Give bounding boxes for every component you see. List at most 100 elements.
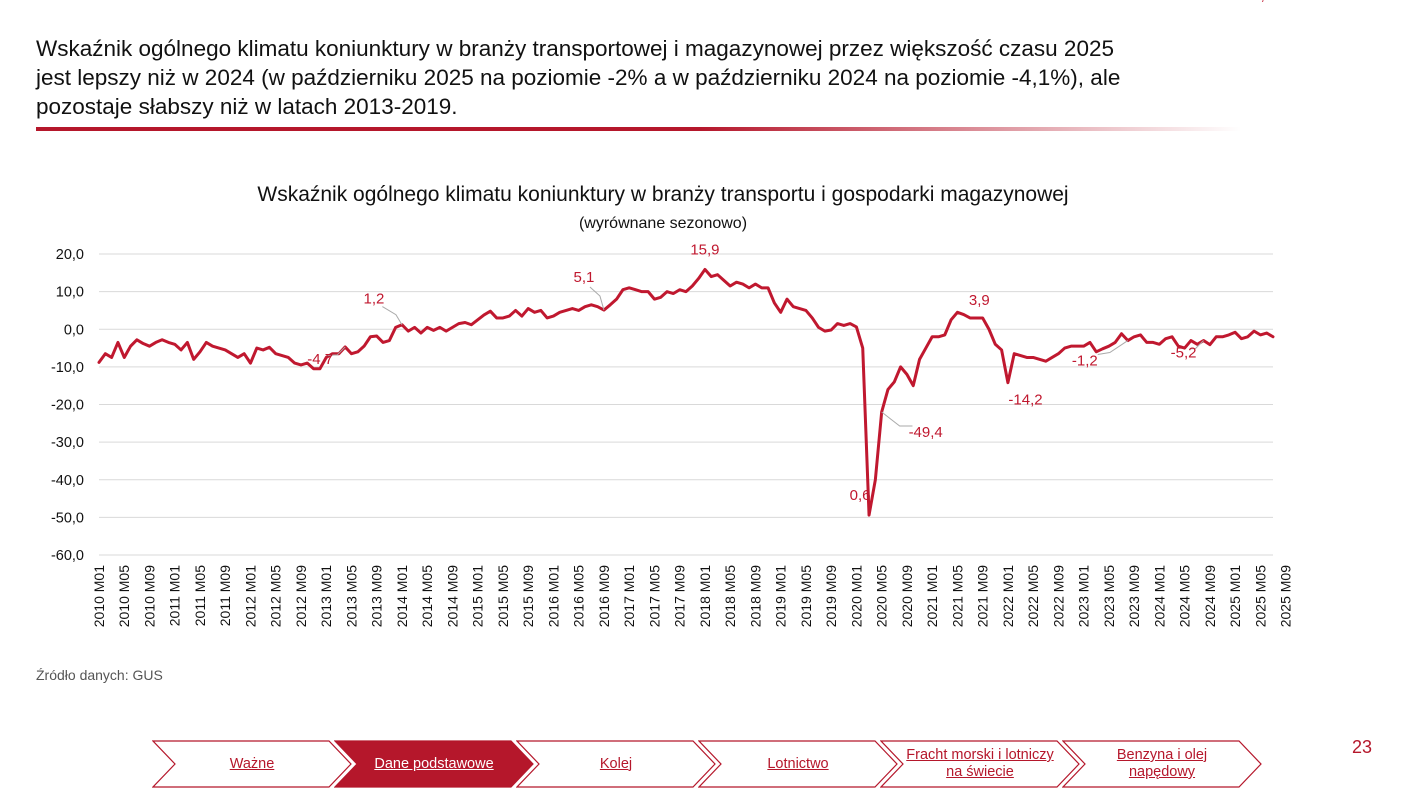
x-tick-label: 2014 M09 xyxy=(444,565,460,627)
source-note: Źródło danych: GUS xyxy=(36,667,163,683)
x-tick-label: 2022 M05 xyxy=(1025,565,1041,627)
nav-tab-1[interactable]: Ważne xyxy=(152,740,352,788)
data-label: 5,1 xyxy=(574,269,595,286)
x-tick-label: 2010 M05 xyxy=(116,565,132,627)
x-tick-label: 2023 M05 xyxy=(1101,565,1117,627)
x-tick-label: 2020 M01 xyxy=(848,565,864,627)
x-tick-label: 2024 M09 xyxy=(1202,565,1218,627)
data-label: 15,9 xyxy=(690,241,719,258)
x-tick-label: 2014 M01 xyxy=(394,565,410,627)
x-tick-label: 2018 M05 xyxy=(722,565,738,627)
nav-tab-label: Fracht morski i lotniczy na świecie xyxy=(906,747,1054,780)
x-tick-label: 2015 M09 xyxy=(520,565,536,627)
chart-title: Wskaźnik ogólnego klimatu koniunktury w … xyxy=(257,183,1068,206)
headline-line-3: pozostaje słabszy niż w latach 2013-2019… xyxy=(36,94,458,119)
x-tick-label: 2019 M05 xyxy=(798,565,814,627)
nav-tab-label: Lotnictwo xyxy=(767,755,829,772)
data-label: 3,9 xyxy=(969,292,990,309)
chart-subtitle: (wyrównane sezonowo) xyxy=(579,215,747,232)
x-tick-label: 2022 M09 xyxy=(1050,565,1066,627)
x-tick-label: 2019 M09 xyxy=(823,565,839,627)
series-line xyxy=(97,267,1275,517)
x-tick-label: 2017 M01 xyxy=(621,565,637,627)
x-tick-label: 2024 M01 xyxy=(1151,565,1167,627)
x-tick-label: 2021 M05 xyxy=(949,565,965,627)
y-tick-label: 20,0 xyxy=(56,247,84,263)
data-label: -14,2 xyxy=(1008,392,1042,409)
x-tick-label: 2024 M05 xyxy=(1177,565,1193,627)
line-chart: Wskaźnik ogólnego klimatu koniunktury w … xyxy=(51,0,1294,627)
nav-tab-5[interactable]: Fracht morski i lotniczy na świecie xyxy=(880,740,1080,788)
x-tick-label: 2015 M01 xyxy=(470,565,486,627)
x-tick-label: 2010 M09 xyxy=(141,565,157,627)
y-tick-label: -30,0 xyxy=(51,435,84,451)
x-tick-label: 2011 M09 xyxy=(217,565,233,626)
x-tick-label: 2011 M01 xyxy=(167,565,183,626)
x-tick-label: 2017 M09 xyxy=(672,565,688,627)
x-tick-label: 2016 M09 xyxy=(596,565,612,627)
nav-tab-6[interactable]: Benzyna i olej napędowy xyxy=(1062,740,1262,788)
nav-tab-chevron xyxy=(152,740,352,788)
nav-tab-2[interactable]: Dane podstawowe xyxy=(334,740,534,788)
x-tick-label: 2019 M01 xyxy=(773,565,789,627)
data-label: -1,2 xyxy=(1072,353,1098,370)
x-tick-label: 2023 M09 xyxy=(1126,565,1142,627)
page-number: 23 xyxy=(1352,737,1373,757)
annotation-leader xyxy=(382,306,403,325)
x-tick-label: 2020 M05 xyxy=(874,565,890,627)
headline: Wskaźnik ogólnego klimatu koniunktury w … xyxy=(36,34,1236,121)
nav-tab-chevron xyxy=(334,740,534,788)
x-tick-label: 2021 M01 xyxy=(924,565,940,627)
x-tick-label: 2020 M09 xyxy=(899,565,915,627)
data-label: -49,4 xyxy=(909,424,943,441)
annotation-leader xyxy=(1097,340,1129,356)
data-label: -4,7 xyxy=(307,351,333,368)
x-tick-label: 2018 M01 xyxy=(697,565,713,627)
nav-tab-chevron xyxy=(880,740,1080,788)
nav-tab-4[interactable]: Lotnictwo xyxy=(698,740,898,788)
annotation-leader xyxy=(1189,340,1204,350)
nav-tab-chevron xyxy=(1062,740,1262,788)
x-tick-label: 2012 M09 xyxy=(293,565,309,627)
x-tick-label: 2022 M01 xyxy=(1000,565,1016,627)
y-tick-label: -60,0 xyxy=(51,548,84,564)
nav-tab-label: Ważne xyxy=(229,755,275,772)
nav-tab-label: Benzyna i olej napędowy xyxy=(1116,747,1208,780)
annotation-leader xyxy=(881,411,913,427)
x-tick-label: 2010 M01 xyxy=(91,565,107,627)
y-tick-label: -40,0 xyxy=(51,473,84,489)
x-tick-label: 2013 M09 xyxy=(369,565,385,627)
y-tick-label: -20,0 xyxy=(51,398,84,414)
x-tick-label: 2012 M05 xyxy=(268,565,284,627)
annotation-leader xyxy=(327,346,346,356)
x-tick-label: 2013 M01 xyxy=(318,565,334,627)
x-tick-label: 2014 M05 xyxy=(419,565,435,627)
y-tick-label: 0,0 xyxy=(64,322,84,338)
x-tick-label: 2018 M09 xyxy=(747,565,763,627)
x-tick-label: 2021 M09 xyxy=(975,565,991,627)
x-tick-label: 2016 M05 xyxy=(571,565,587,627)
nav-tab-label: Dane podstawowe xyxy=(374,755,494,772)
annotation-leader xyxy=(589,286,605,311)
x-tick-label: 2013 M05 xyxy=(343,565,359,627)
nav-tab-chevron xyxy=(516,740,716,788)
nav-tab-label: Kolej xyxy=(599,755,633,772)
y-tick-label: -10,0 xyxy=(51,360,84,376)
data-label: -5,2 xyxy=(1171,345,1197,362)
x-tick-label: 2025 M05 xyxy=(1252,565,1268,627)
headline-line-2: jest lepszy niż w 2024 (w październiku 2… xyxy=(36,65,1121,90)
x-tick-label: 2012 M01 xyxy=(242,565,258,627)
x-tick-label: 2025 M09 xyxy=(1278,565,1294,627)
x-tick-label: 2016 M01 xyxy=(545,565,561,627)
headline-line-1: Wskaźnik ogólnego klimatu koniunktury w … xyxy=(36,36,1114,61)
x-tick-label: 2015 M05 xyxy=(495,565,511,627)
data-label: 1,2 xyxy=(364,291,385,308)
x-tick-label: 2023 M01 xyxy=(1076,565,1092,627)
nav-tab-chevron xyxy=(698,740,898,788)
y-tick-label: -50,0 xyxy=(51,510,84,526)
x-tick-label: 2011 M05 xyxy=(192,565,208,626)
data-label: 0,6 xyxy=(850,487,871,504)
x-tick-label: 2025 M01 xyxy=(1227,565,1243,627)
nav-tab-3[interactable]: Kolej xyxy=(516,740,716,788)
